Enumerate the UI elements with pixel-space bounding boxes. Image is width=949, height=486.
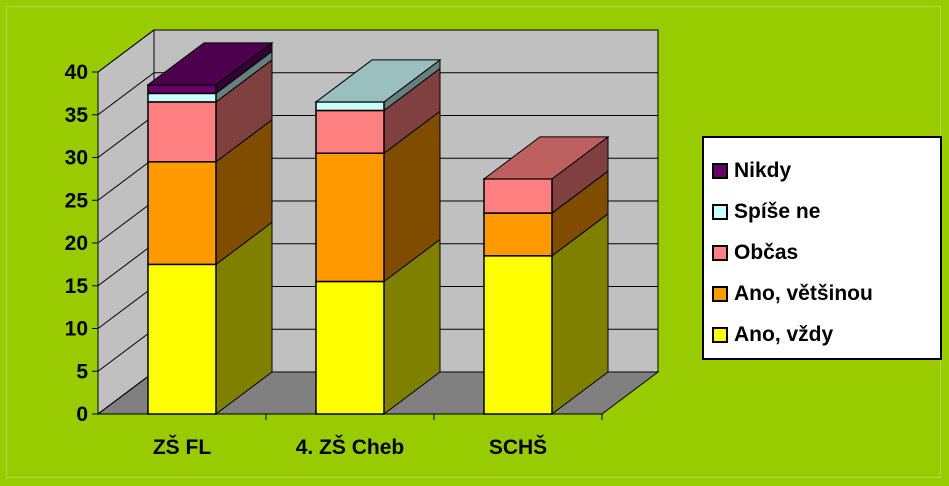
bar-segment: [147, 84, 217, 95]
bar-segment: [483, 255, 553, 415]
legend-item: Ano, vždy: [712, 314, 940, 355]
legend-label: Spíše ne: [734, 199, 821, 223]
gridline: [97, 72, 658, 116]
x-tick-label: ZŠ FL: [153, 435, 211, 459]
y-tick-labels: 0 5 10 15 20 25 30 35 40: [65, 61, 89, 426]
bar-segment: [315, 109, 385, 154]
y-tick-label: 25: [65, 189, 89, 212]
bar-stack: [314, 58, 442, 415]
x-tick-labels: ZŠ FL 4. ZŠ Cheb SCHŠ: [153, 435, 547, 459]
bar-segment-top: [482, 136, 610, 180]
bar-segment-top: [146, 42, 274, 86]
bar-segment: [315, 101, 385, 112]
bar-stack: [146, 41, 274, 415]
y-tick-label: 20: [65, 232, 88, 255]
gridline: [97, 29, 658, 73]
y-tick-label: 5: [76, 360, 88, 383]
bar-segment: [147, 263, 217, 415]
bar-segment: [315, 280, 385, 415]
y-tick-label: 10: [65, 318, 88, 341]
legend-label: Nikdy: [734, 158, 792, 182]
legend-item: Spíše ne: [712, 191, 940, 232]
legend-swatch: [712, 203, 728, 220]
legend-item: Ano, většinou: [712, 273, 940, 314]
legend-item: Nikdy: [712, 150, 940, 191]
y-tick-label: 35: [65, 104, 89, 127]
bar-segment-top: [314, 59, 442, 103]
bar-stack: [482, 135, 610, 415]
bar-segment: [483, 212, 553, 257]
bar-segment: [483, 178, 553, 214]
legend-label: Ano, vždy: [734, 322, 834, 346]
legend-item: Občas: [712, 232, 940, 273]
x-tick-label: 4. ZŠ Cheb: [296, 435, 405, 459]
legend-swatch: [712, 285, 728, 302]
legend-swatch: [712, 244, 728, 261]
y-tick-label: 30: [65, 147, 88, 170]
y-tick-label: 40: [65, 61, 88, 84]
legend-label: Občas: [734, 240, 799, 264]
legend: Nikdy Spíše ne Občas Ano, většinou Ano, …: [702, 136, 942, 360]
bar-segment: [147, 101, 217, 163]
y-tick-label: 0: [76, 403, 88, 426]
y-tick-label: 15: [65, 275, 89, 298]
bar-segment: [147, 161, 217, 266]
legend-swatch: [712, 162, 728, 179]
x-tick-label: SCHŠ: [489, 435, 547, 459]
legend-label: Ano, většinou: [734, 281, 873, 305]
bar-segment: [147, 92, 217, 103]
axes: [92, 71, 603, 420]
bar-segment: [315, 152, 385, 283]
legend-swatch: [712, 326, 728, 343]
bars: [146, 41, 610, 415]
